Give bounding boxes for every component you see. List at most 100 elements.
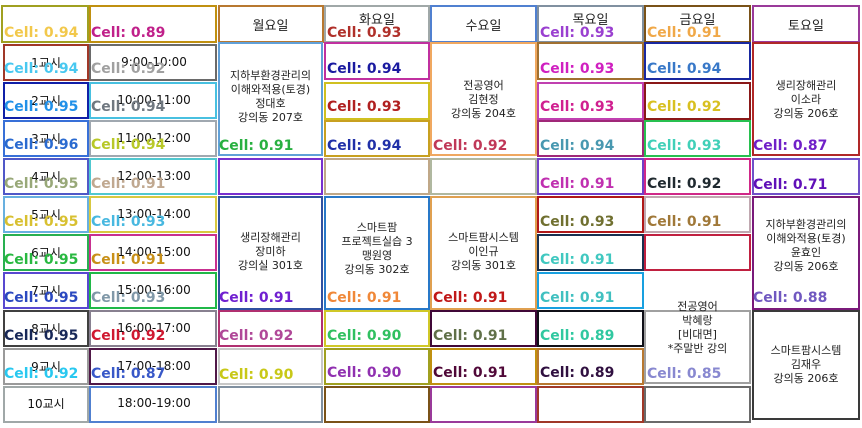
cell-box [752,42,860,156]
cell-box [89,386,217,423]
period-label-6: 6교시 [31,245,61,260]
cell-confidence-label: Cell: 0.93 [91,214,166,230]
period-label-5: 5교시 [31,207,61,222]
cell-confidence-label: Cell: 0.91 [540,252,615,268]
cell-confidence-label: Cell: 0.91 [327,290,402,306]
cell-box [644,234,751,271]
cell-box [537,120,644,157]
cell-box [324,196,430,310]
course-mon-2: 생리장해관리 장미하 강의실 301호 [238,231,303,272]
cell-confidence-label: Cell: 0.87 [91,366,166,382]
cell-box [537,158,644,195]
cell-confidence-label: Cell: 0.71 [753,177,828,193]
cell-box [537,386,644,423]
course-tue-2: 스마트팜 프로젝트실습 3 맹원영 강의동 302호 [341,221,413,276]
cell-box [89,348,217,385]
cell-box [218,158,323,195]
cell-box [3,82,89,119]
cell-confidence-label: Cell: 0.93 [327,99,402,115]
cell-box [1,5,89,43]
cell-box [644,82,751,120]
cell-box [430,196,537,310]
cell-confidence-label: Cell: 0.90 [219,367,294,383]
cell-box [324,158,430,195]
cell-box [644,158,751,195]
cell-box [537,42,644,80]
cell-confidence-label: Cell: 0.91 [647,214,722,230]
cell-box [218,42,323,156]
cell-box [3,44,89,81]
cell-box [89,120,217,157]
cell-confidence-label: Cell: 0.89 [540,328,615,344]
cell-confidence-label: Cell: 0.93 [91,290,166,306]
course-fri-3: 전공영어 박혜랑 [비대면] *주말반 강의 [667,300,728,355]
cell-confidence-label: Cell: 0.94 [647,61,722,77]
cell-confidence-label: Cell: 0.92 [4,366,79,382]
cell-box [89,5,217,43]
cell-confidence-label: Cell: 0.93 [540,61,615,77]
cell-confidence-label: Cell: 0.92 [219,328,294,344]
period-time-4: 12:00-13:00 [117,169,191,183]
period-label-1: 1교시 [31,55,61,70]
cell-confidence-label: Cell: 0.85 [647,366,722,382]
day-header-mon: 월요일 [252,19,289,34]
cell-box [218,386,323,423]
period-label-2: 2교시 [31,93,61,108]
cell-box [644,386,751,423]
cell-confidence-label: Cell: 0.95 [4,290,79,306]
cell-confidence-label: Cell: 0.91 [91,176,166,192]
cell-box [537,348,644,385]
cell-box [89,82,217,119]
cell-confidence-label: Cell: 0.94 [91,137,166,153]
cell-confidence-label: Cell: 0.90 [327,365,402,381]
cell-box [89,272,217,309]
period-time-8: 16:00-17:00 [117,321,191,335]
cell-box [3,310,89,347]
period-time-7: 15:00-16:00 [117,283,191,297]
period-time-2: 10:00-11:00 [117,93,191,107]
cell-box [644,196,751,233]
cell-confidence-label: Cell: 0.89 [540,365,615,381]
cell-confidence-label: Cell: 0.93 [647,138,722,154]
cell-confidence-label: Cell: 0.93 [327,25,402,41]
cell-confidence-label: Cell: 0.93 [540,214,615,230]
cell-box [89,310,217,347]
period-label-3: 3교시 [31,131,61,146]
cell-confidence-label: Cell: 0.95 [4,176,79,192]
period-time-5: 13:00-14:00 [117,207,191,221]
cell-confidence-label: Cell: 0.90 [327,328,402,344]
cell-confidence-label: Cell: 0.92 [433,138,508,154]
cell-box [3,158,89,195]
cell-box [324,386,430,423]
cell-box [218,310,323,347]
cell-box [324,120,430,157]
period-time-1: 9:00-10:00 [121,55,187,69]
cell-box [324,348,430,385]
cell-confidence-label: Cell: 0.88 [753,290,828,306]
period-label-4: 4교시 [31,169,61,184]
cell-box [537,310,644,347]
cell-confidence-label: Cell: 0.94 [4,61,79,77]
cell-box [89,234,217,271]
cell-confidence-label: Cell: 0.92 [91,61,166,77]
cell-box [752,158,860,195]
cell-box [537,82,644,120]
cell-box [89,158,217,195]
cell-box [644,120,751,157]
cell-confidence-label: Cell: 0.92 [647,99,722,115]
cell-confidence-label: Cell: 0.91 [219,138,294,154]
cell-confidence-label: Cell: 0.91 [219,290,294,306]
course-sat-2: 지하부환경관리의 이해와적용(토경) 윤효인 강의동 206호 [765,218,847,273]
course-wed-2: 스마트팜시스템 이인규 강의동 301호 [448,231,519,272]
cell-confidence-label: Cell: 0.92 [91,328,166,344]
cell-box [430,348,537,385]
cell-confidence-label: Cell: 0.94 [4,25,79,41]
cell-confidence-label: Cell: 0.94 [91,99,166,115]
cell-confidence-label: Cell: 0.93 [540,99,615,115]
cell-box [89,44,217,81]
cell-box [430,42,537,156]
cell-confidence-label: Cell: 0.91 [540,176,615,192]
day-header-wed: 수요일 [465,19,502,34]
cell-box [89,196,217,233]
